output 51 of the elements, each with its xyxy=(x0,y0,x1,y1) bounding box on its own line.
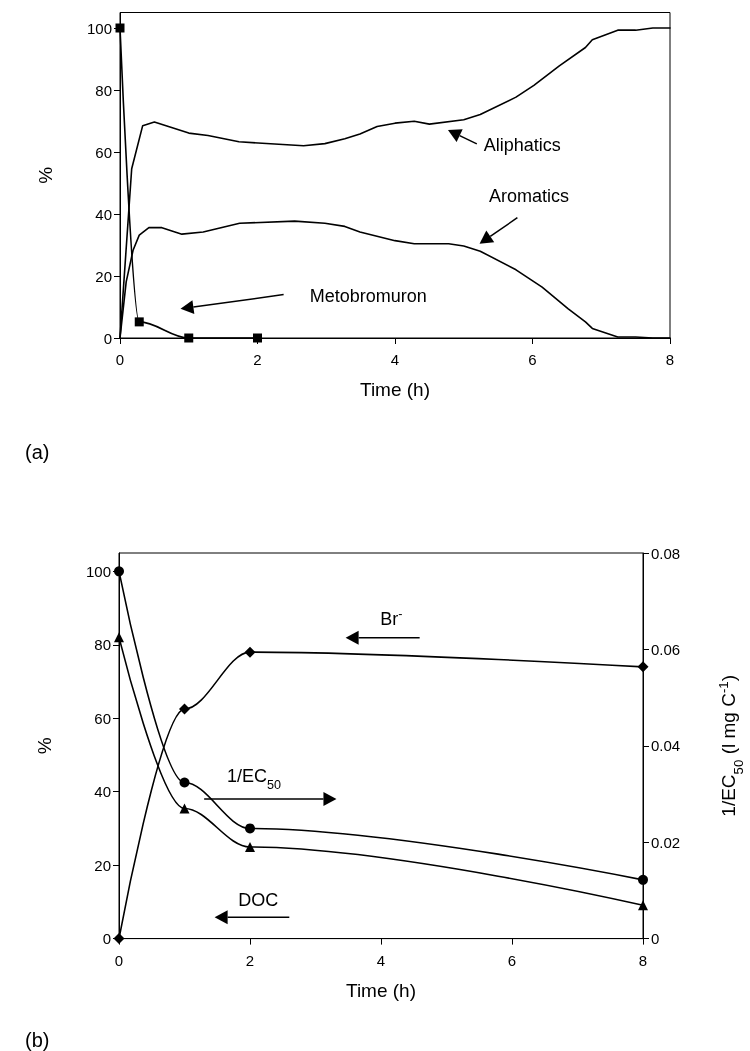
x-tick-label: 8 xyxy=(638,951,648,969)
annotation: Aromatics xyxy=(489,186,570,207)
point xyxy=(184,333,194,343)
y2-tick-label: 0.08 xyxy=(651,544,681,562)
annotation: Aliphatics xyxy=(483,134,561,155)
y-tick-label: 40 xyxy=(94,783,111,801)
x-tick-label: 2 xyxy=(253,351,262,368)
x-tick-label: 2 xyxy=(245,951,255,969)
y2-tick-label: 0.06 xyxy=(651,640,681,658)
annotation: 1/EC$_{50}$ xyxy=(227,765,282,792)
x-axis-title: Time (h) xyxy=(359,379,431,400)
y-tick-label: 100 xyxy=(86,19,112,37)
x-tick-label: 4 xyxy=(376,951,386,969)
y-axis-title: % xyxy=(34,737,55,755)
x-tick-label: 4 xyxy=(390,351,400,368)
y-tick-label: 100 xyxy=(85,562,111,580)
y-axis-title: % xyxy=(35,166,56,184)
y-tick-label: 20 xyxy=(94,856,111,874)
y2-tick-label: 0.04 xyxy=(651,737,681,755)
point xyxy=(244,646,256,658)
point xyxy=(179,703,190,715)
y2-tick-label: 0 xyxy=(651,930,660,948)
x-tick-label: 0 xyxy=(115,351,125,368)
point xyxy=(179,803,190,814)
y-tick-label: 20 xyxy=(95,267,112,285)
point xyxy=(245,823,255,834)
y-tick-label: 60 xyxy=(95,143,112,161)
y-tick-label: 80 xyxy=(95,81,112,99)
x-tick-label: 6 xyxy=(507,951,517,969)
annotation: DOC xyxy=(238,890,279,911)
text: (b) xyxy=(25,1029,50,1051)
annotation: Br$^{-}$ xyxy=(380,607,403,630)
y-tick-label: 80 xyxy=(94,636,111,654)
text: (a) xyxy=(25,441,50,463)
y-tick-label: 0 xyxy=(103,329,112,347)
x-tick-label: 8 xyxy=(665,351,675,368)
point xyxy=(637,661,649,673)
point xyxy=(114,632,124,643)
y2-tick-label: 0.02 xyxy=(651,833,681,851)
y-tick-label: 40 xyxy=(95,205,112,223)
annotation: Metobromuron xyxy=(309,285,427,306)
point xyxy=(134,317,144,327)
point xyxy=(638,900,648,911)
point xyxy=(245,842,255,853)
point xyxy=(638,874,648,885)
x-axis-title: Time (h) xyxy=(345,979,417,1001)
x-tick-label: 6 xyxy=(528,351,537,368)
y-tick-label: 0 xyxy=(102,930,111,948)
y-tick-label: 60 xyxy=(94,709,111,727)
point xyxy=(179,777,190,788)
x-tick-label: 0 xyxy=(114,951,124,969)
